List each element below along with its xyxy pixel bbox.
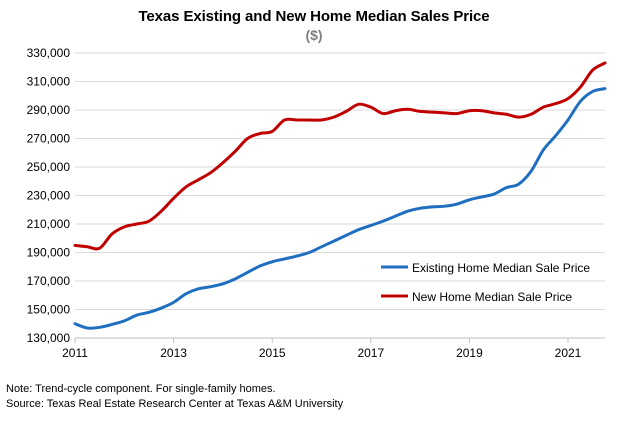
y-tick-label: 150,000 [27,303,71,317]
x-tick-label: 2013 [160,346,187,360]
footnote-source: Source: Texas Real Estate Research Cente… [6,398,344,410]
y-tick-label: 290,000 [27,103,71,117]
x-tick-label: 2015 [259,346,286,360]
legend-label: Existing Home Median Sale Price [412,261,590,275]
legend: Existing Home Median Sale Price New Home … [381,261,590,304]
y-tick-label: 190,000 [27,246,71,260]
x-tick-label: 2019 [456,346,483,360]
y-tick-label: 270,000 [27,132,71,146]
footnote-note: Note: Trend-cycle component. For single-… [6,383,276,395]
footnotes: Note: Trend-cycle component. For single-… [6,382,343,412]
x-tick-label: 2011 [62,346,88,360]
series-line-new-home [73,61,607,251]
y-tick-label: 210,000 [27,217,71,231]
x-tick-label: 2021 [555,346,582,360]
legend-label: New Home Median Sale Price [412,290,572,304]
y-tick-label: 130,000 [27,331,71,345]
series-line-existing-home [73,87,607,330]
x-tick-label: 2017 [357,346,384,360]
chart-subtitle: ($) [305,27,323,43]
y-tick-label: 310,000 [27,75,71,89]
chart-title: Texas Existing and New Home Median Sales… [138,8,490,25]
y-tick-label: 230,000 [27,189,71,203]
y-tick-label: 330,000 [27,46,71,60]
y-tick-label: 250,000 [27,160,71,174]
y-tick-label: 170,000 [27,274,71,288]
